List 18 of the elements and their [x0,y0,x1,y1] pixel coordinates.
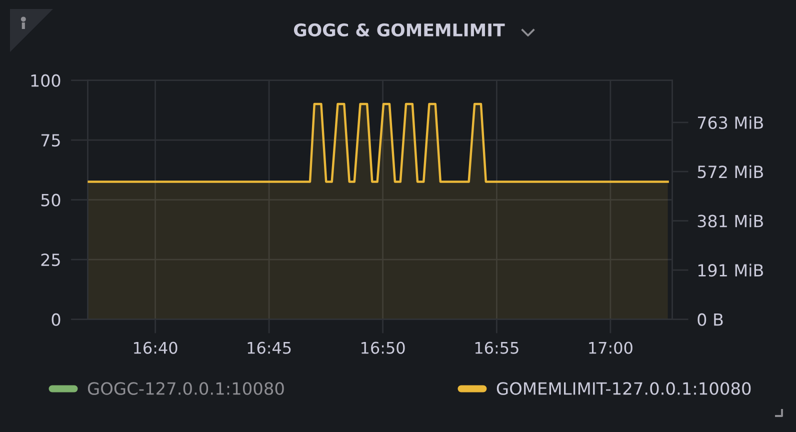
y-tick-label: 25 [41,254,60,266]
y2-tick-label: 381 MiB [698,214,763,228]
chart-title: GOGC & GOMEMLIMIT [294,23,505,37]
y-tick-label: 100 [31,74,60,87]
legend-label: GOGC-127.0.0.1:10080 [88,382,284,395]
y2-tick-label: 191 MiB [698,264,763,277]
legend-label: GOMEMLIMIT-127.0.0.1:10080 [496,382,751,395]
y2-tick-label: 572 MiB [698,165,763,178]
y-tick-label: 0 [52,313,60,326]
y-tick-label: 75 [41,134,60,147]
y-tick-label: 50 [41,194,60,206]
y2-tick-label: 763 MiB [698,116,763,129]
x-tick-label: 16:55 [475,342,518,354]
y2-tick-label: 0 B [698,313,723,326]
x-tick-label: 16:50 [362,342,405,354]
x-tick-label: 16:40 [134,342,178,354]
x-tick-label: 17:00 [589,342,632,354]
x-tick-label: 16:45 [248,342,291,354]
